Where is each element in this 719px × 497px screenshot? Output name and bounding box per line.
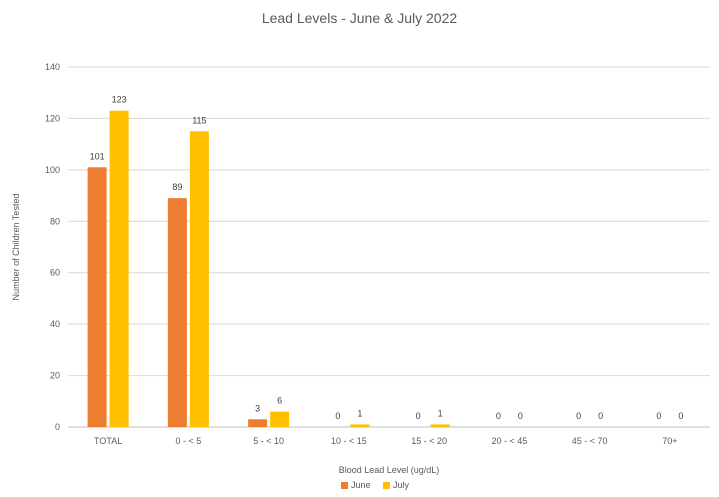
data-label: 0 — [416, 411, 421, 421]
x-tick-label: 20 - < 45 — [491, 436, 527, 446]
y-tick-label: 120 — [45, 113, 60, 123]
data-label: 0 — [518, 411, 523, 421]
data-label: 6 — [277, 396, 282, 406]
x-axis-ticks: TOTAL 0 - < 5 5 - < 10 10 - < 15 15 - < 20 20… — [94, 436, 677, 446]
legend-label: June — [351, 480, 371, 490]
data-label: 0 — [335, 411, 340, 421]
data-label: 0 — [598, 411, 603, 421]
y-tick-label: 100 — [45, 165, 60, 175]
legend-label: July — [393, 480, 410, 490]
legend: June July — [341, 480, 410, 490]
bar-june — [248, 419, 268, 427]
data-label: 89 — [172, 182, 182, 192]
x-tick-label: 5 - < 10 — [253, 436, 284, 446]
chart-title: Lead Levels - June & July 2022 — [262, 10, 458, 26]
x-tick-label: 10 - < 15 — [331, 436, 367, 446]
y-tick-label: 0 — [55, 422, 60, 432]
legend-swatch — [383, 482, 390, 489]
x-tick-label: 0 - < 5 — [175, 436, 201, 446]
data-label: 0 — [576, 411, 581, 421]
bar-july — [109, 110, 129, 427]
y-axis-ticks: 0 20 40 60 80 100 120 140 — [45, 62, 60, 432]
y-axis-title: Number of Children Tested — [11, 194, 21, 301]
data-label: 0 — [678, 411, 683, 421]
gridlines — [68, 66, 710, 428]
bar-july — [350, 424, 370, 427]
bars — [87, 110, 450, 428]
bar-june — [87, 167, 107, 428]
x-tick-label: 15 - < 20 — [411, 436, 447, 446]
data-label: 3 — [255, 403, 260, 413]
x-tick-label: TOTAL — [94, 436, 122, 446]
bar-july — [270, 411, 290, 427]
bar-july — [189, 131, 209, 428]
y-tick-label: 40 — [50, 319, 60, 329]
bar-june — [167, 198, 187, 427]
y-tick-label: 20 — [50, 371, 60, 381]
x-tick-label: 70+ — [662, 436, 677, 446]
data-label: 1 — [438, 408, 443, 418]
data-label: 1 — [357, 408, 362, 418]
y-tick-label: 140 — [45, 62, 60, 72]
x-axis-title: Blood Lead Level (ug/dL) — [339, 465, 440, 475]
y-tick-label: 80 — [50, 216, 60, 226]
data-label: 123 — [112, 95, 127, 105]
bar-july — [430, 424, 450, 427]
data-label: 101 — [90, 151, 105, 161]
x-tick-label: 45 - < 70 — [572, 436, 608, 446]
y-tick-label: 60 — [50, 268, 60, 278]
data-label: 0 — [496, 411, 501, 421]
data-label: 0 — [656, 411, 661, 421]
legend-swatch — [341, 482, 348, 489]
data-label: 115 — [192, 115, 206, 125]
